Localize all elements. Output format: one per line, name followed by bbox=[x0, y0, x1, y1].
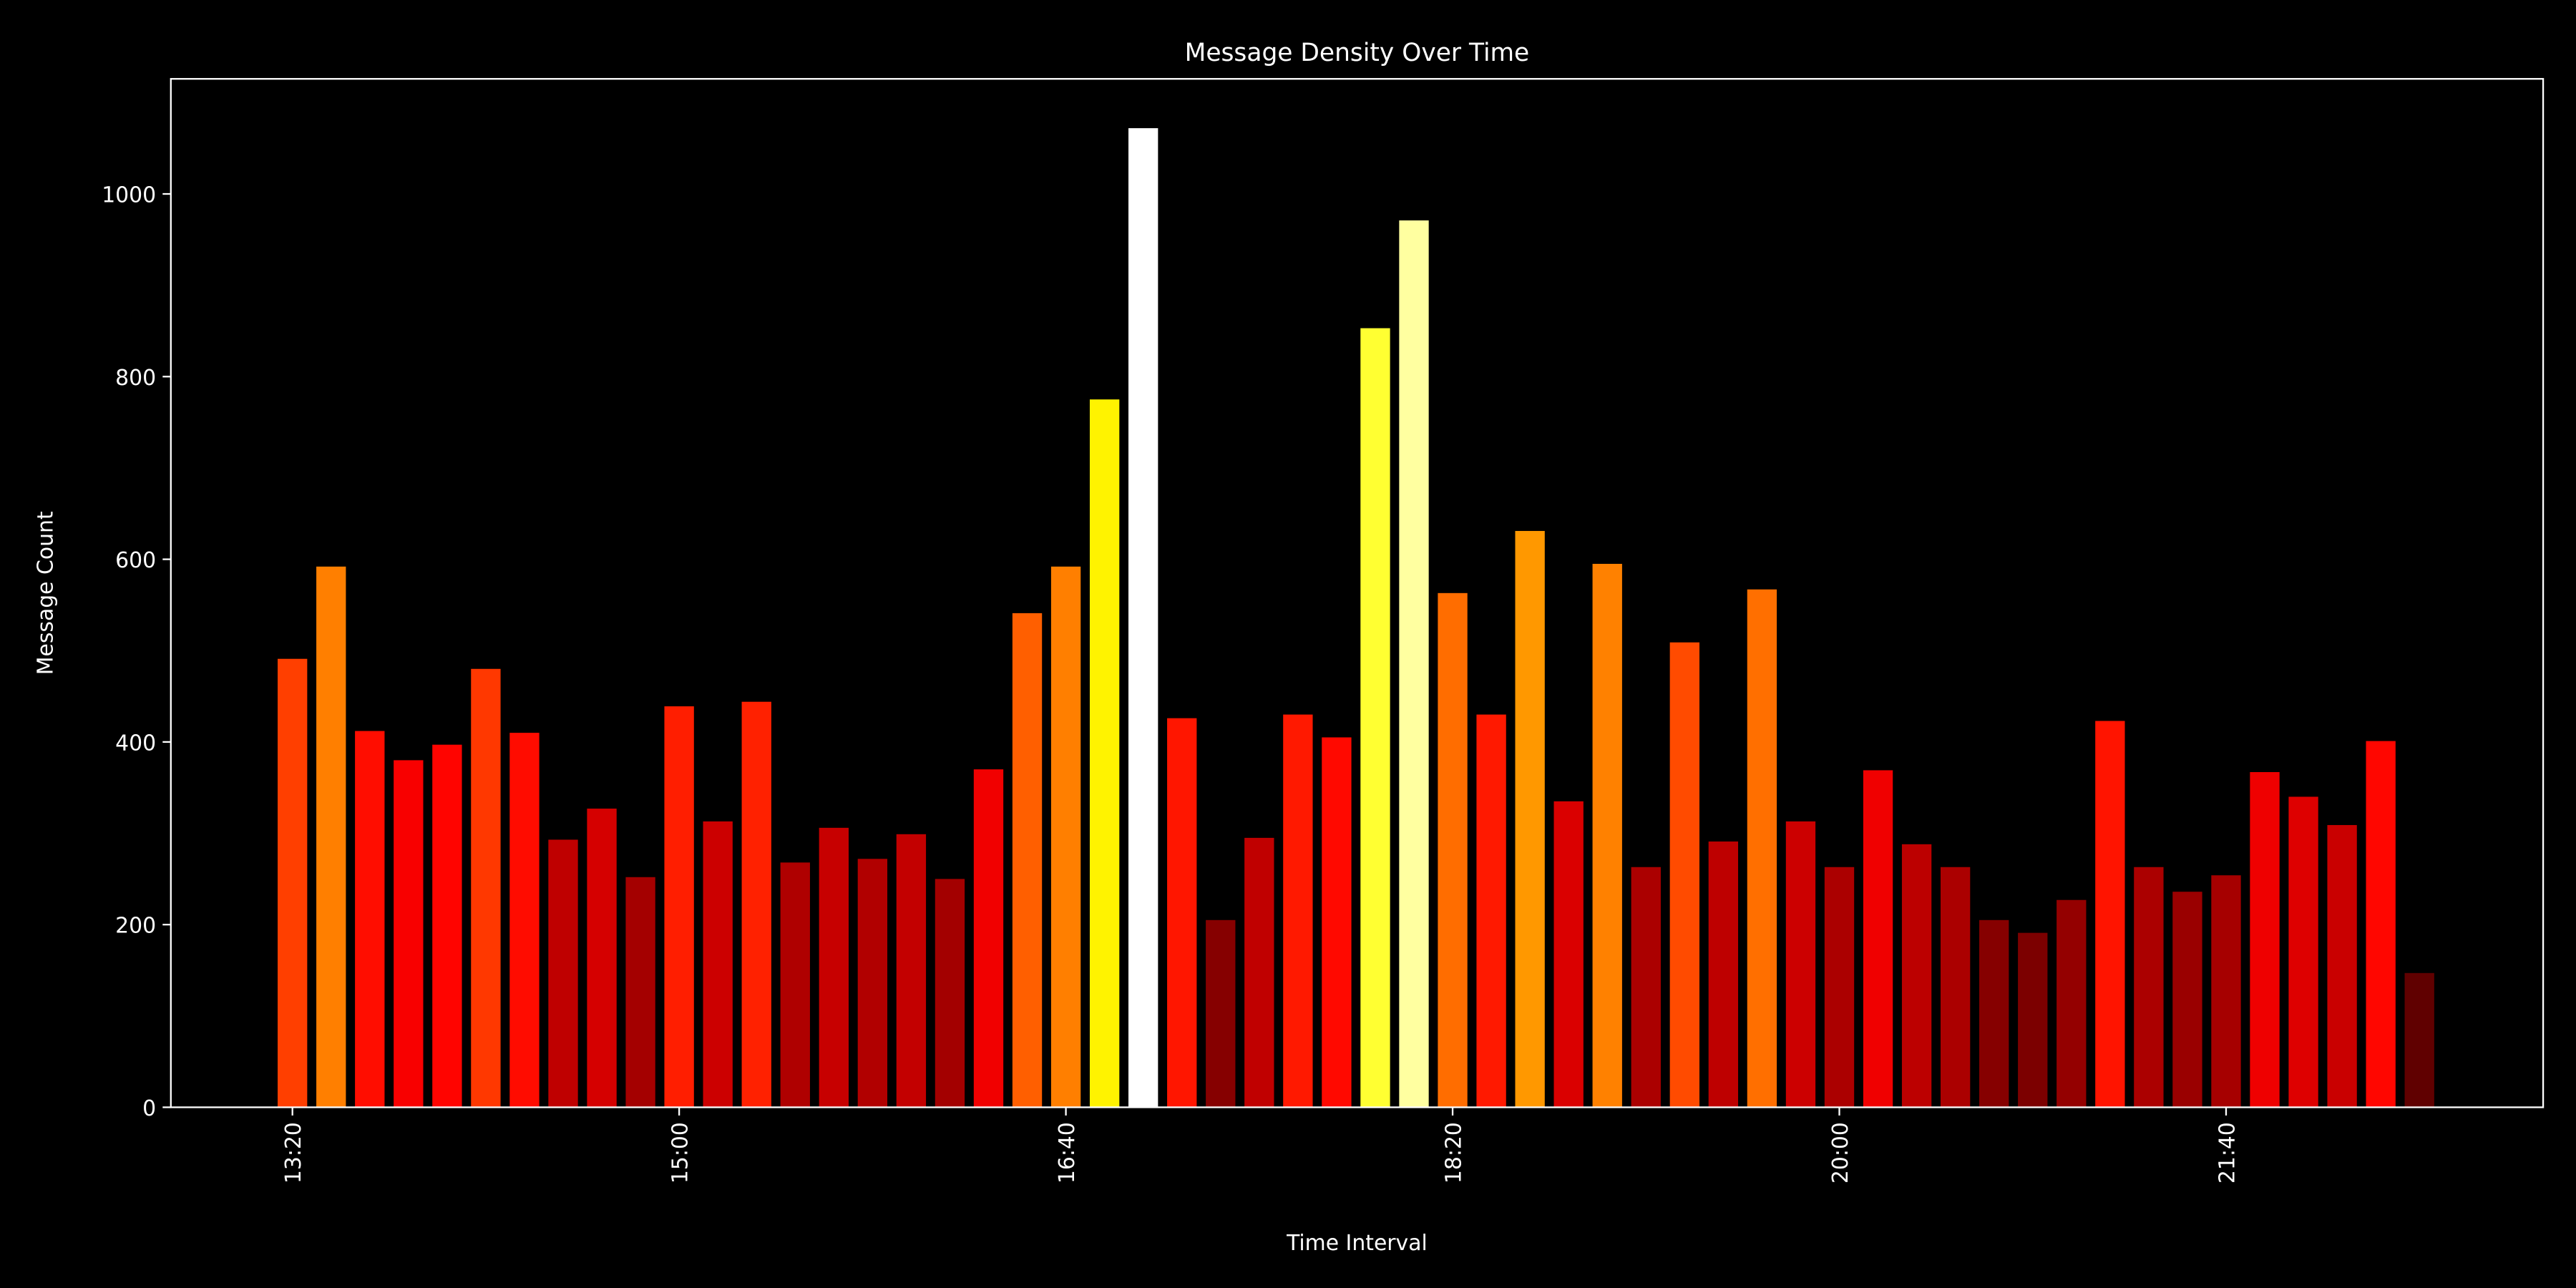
bar bbox=[2288, 796, 2318, 1108]
plot-frame bbox=[170, 78, 2545, 1108]
bar bbox=[857, 859, 888, 1108]
bar bbox=[1128, 128, 1158, 1108]
bar bbox=[1283, 714, 1313, 1108]
y-tick-label: 1000 bbox=[102, 183, 156, 208]
bar bbox=[1747, 589, 1777, 1108]
bar bbox=[2134, 867, 2164, 1108]
bar bbox=[1050, 566, 1081, 1108]
bar bbox=[1979, 919, 2009, 1108]
bar bbox=[394, 760, 424, 1108]
bar bbox=[1438, 592, 1468, 1108]
bar bbox=[1167, 718, 1197, 1108]
bar bbox=[316, 566, 346, 1108]
bar bbox=[703, 821, 733, 1108]
bar bbox=[1206, 919, 1236, 1108]
bar bbox=[1089, 399, 1120, 1108]
bar bbox=[1515, 531, 1545, 1108]
bar bbox=[1631, 867, 1661, 1108]
bar bbox=[2172, 892, 2202, 1108]
bar bbox=[1824, 867, 1855, 1108]
bar bbox=[548, 839, 578, 1108]
x-tick-label: 15:00 bbox=[668, 1122, 693, 1184]
bar bbox=[2366, 741, 2396, 1108]
bar bbox=[1708, 841, 1739, 1108]
bar bbox=[2018, 932, 2048, 1108]
bar bbox=[896, 834, 927, 1108]
y-tick-label: 800 bbox=[115, 366, 156, 391]
bar bbox=[1940, 867, 1971, 1108]
y-tick-label: 400 bbox=[115, 731, 156, 756]
bar bbox=[1322, 737, 1352, 1108]
bar bbox=[355, 731, 385, 1108]
bar bbox=[1360, 328, 1390, 1108]
x-tick-label: 18:20 bbox=[1442, 1122, 1467, 1184]
bar bbox=[780, 862, 810, 1108]
y-tick-label: 200 bbox=[115, 914, 156, 939]
y-axis-label: Message Count bbox=[33, 511, 58, 675]
bar bbox=[1669, 642, 1699, 1108]
bar bbox=[1785, 821, 1816, 1108]
bar bbox=[471, 668, 501, 1108]
bar bbox=[741, 701, 771, 1108]
bar bbox=[1476, 714, 1506, 1108]
bar bbox=[625, 877, 655, 1108]
x-tick-label: 21:40 bbox=[2215, 1122, 2240, 1184]
bar bbox=[1399, 220, 1429, 1108]
bar bbox=[973, 769, 1004, 1108]
x-tick-label: 13:20 bbox=[281, 1122, 306, 1184]
bar bbox=[2057, 899, 2087, 1108]
x-tick-label: 20:00 bbox=[1828, 1122, 1853, 1184]
bar bbox=[2404, 972, 2434, 1108]
bar bbox=[2095, 721, 2125, 1108]
y-tick-label: 0 bbox=[142, 1096, 156, 1121]
bar bbox=[1901, 844, 1932, 1108]
bar bbox=[2250, 772, 2280, 1108]
y-tick-label: 600 bbox=[115, 548, 156, 573]
bar bbox=[819, 827, 849, 1108]
bar bbox=[2211, 875, 2241, 1108]
x-tick-label: 16:40 bbox=[1055, 1122, 1080, 1184]
bar bbox=[509, 733, 540, 1108]
bar bbox=[2327, 825, 2357, 1108]
bar bbox=[432, 744, 462, 1108]
bar bbox=[664, 706, 694, 1108]
bar bbox=[1863, 770, 1893, 1108]
x-axis-label: Time Interval bbox=[1286, 1231, 1428, 1256]
bar bbox=[935, 879, 965, 1108]
bar bbox=[1553, 801, 1584, 1108]
bar bbox=[1244, 837, 1274, 1108]
bar bbox=[1012, 613, 1043, 1108]
bar bbox=[1592, 563, 1622, 1108]
chart-title: Message Density Over Time bbox=[1185, 39, 1530, 67]
bar bbox=[278, 658, 308, 1108]
bar bbox=[587, 809, 617, 1108]
